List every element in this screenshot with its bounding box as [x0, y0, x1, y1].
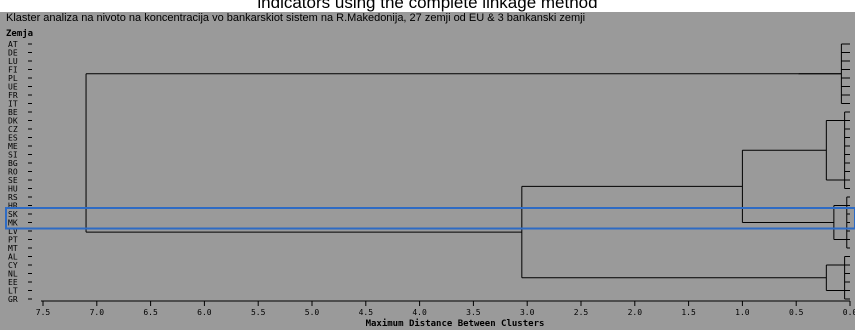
- x-tick-label: 4.5: [359, 308, 374, 317]
- chart-title: Klaster analiza na nivoto na koncentraci…: [6, 12, 585, 24]
- x-tick-label: 7.0: [90, 308, 105, 317]
- leaf-label-lv: LV: [8, 227, 18, 236]
- x-tick-label: 7.5: [36, 308, 51, 317]
- leaf-label-lt: LT: [8, 287, 18, 296]
- leaf-label-ee: EE: [8, 278, 18, 287]
- leaf-label-se: SE: [8, 176, 18, 185]
- leaf-label-ue: UE: [8, 83, 18, 92]
- leaf-label-lu: LU: [8, 57, 18, 66]
- dendrogram-chart: Klaster analiza na nivoto na koncentraci…: [5, 12, 855, 329]
- x-tick-label: 3.5: [466, 308, 481, 317]
- x-axis: 7.5 7.0 6.5 6.0 5.5 5.0 4.5 4.0 3.5 3.0 2.5 2.0 1.5 1…: [36, 300, 855, 317]
- leaf-label-gr: GR: [8, 295, 18, 304]
- y-axis-label: Zemja: [6, 28, 33, 39]
- leaf-label-rs: RS: [8, 193, 18, 202]
- leaf-label-pl: PL: [8, 74, 18, 83]
- leaf-label-be: BE: [8, 108, 18, 117]
- leaf-label-sk: SK: [8, 210, 18, 219]
- leaf-label-it: IT: [8, 100, 18, 109]
- x-tick-label: 4.0: [412, 308, 427, 317]
- leaf-label-fr: FR: [8, 91, 18, 100]
- leaf-label-cz: CZ: [8, 125, 18, 134]
- leaf-label-mk: MK: [8, 219, 18, 228]
- x-tick-label: 0.0: [843, 308, 855, 317]
- leaf-label-de: DE: [8, 49, 18, 58]
- x-tick-label: 2.5: [574, 308, 589, 317]
- leaf-label-me: ME: [8, 142, 18, 151]
- leaf-label-fi: FI: [8, 66, 18, 75]
- leaf-label-pt: PT: [8, 236, 18, 245]
- leaf-label-nl: NL: [8, 270, 18, 279]
- leaf-label-mt: MT: [8, 244, 18, 253]
- x-tick-label: 5.0: [305, 308, 320, 317]
- leaf-label-si: SI: [8, 151, 18, 160]
- leaf-label-ro: RO: [8, 168, 18, 177]
- x-tick-label: 1.0: [735, 308, 750, 317]
- x-tick-label: 2.0: [628, 308, 643, 317]
- leaf-label-hr: HR: [8, 202, 18, 211]
- x-tick-label: 6.0: [197, 308, 212, 317]
- leaf-label-cy: CY: [8, 261, 18, 270]
- leaf-label-at: AT: [8, 40, 18, 49]
- x-tick-label: 6.5: [143, 308, 158, 317]
- sk-mk-highlight-rect: [5, 207, 855, 230]
- leaf-label-dk: DK: [8, 117, 18, 126]
- x-tick-label: 5.5: [251, 308, 266, 317]
- x-tick-label: 1.5: [681, 308, 696, 317]
- x-tick-label: 3.0: [520, 308, 535, 317]
- leaf-label-hu: HU: [8, 185, 18, 194]
- leaf-label-al: AL: [8, 253, 18, 262]
- dendrogram-links: [85, 43, 850, 300]
- highlight-box: [5, 207, 855, 230]
- x-tick-label: 0.5: [789, 308, 804, 317]
- leaf-label-es: ES: [8, 134, 18, 143]
- leaf-label-bg: BG: [8, 159, 18, 168]
- x-axis-label: Maximum Distance Between Clusters: [366, 318, 545, 329]
- page-caption: indicators using the complete linkage me…: [0, 0, 855, 12]
- leaf-labels: ATDELUFIPLUEFRITBEDKCZESMESIBGROSEHURSHR…: [8, 40, 32, 304]
